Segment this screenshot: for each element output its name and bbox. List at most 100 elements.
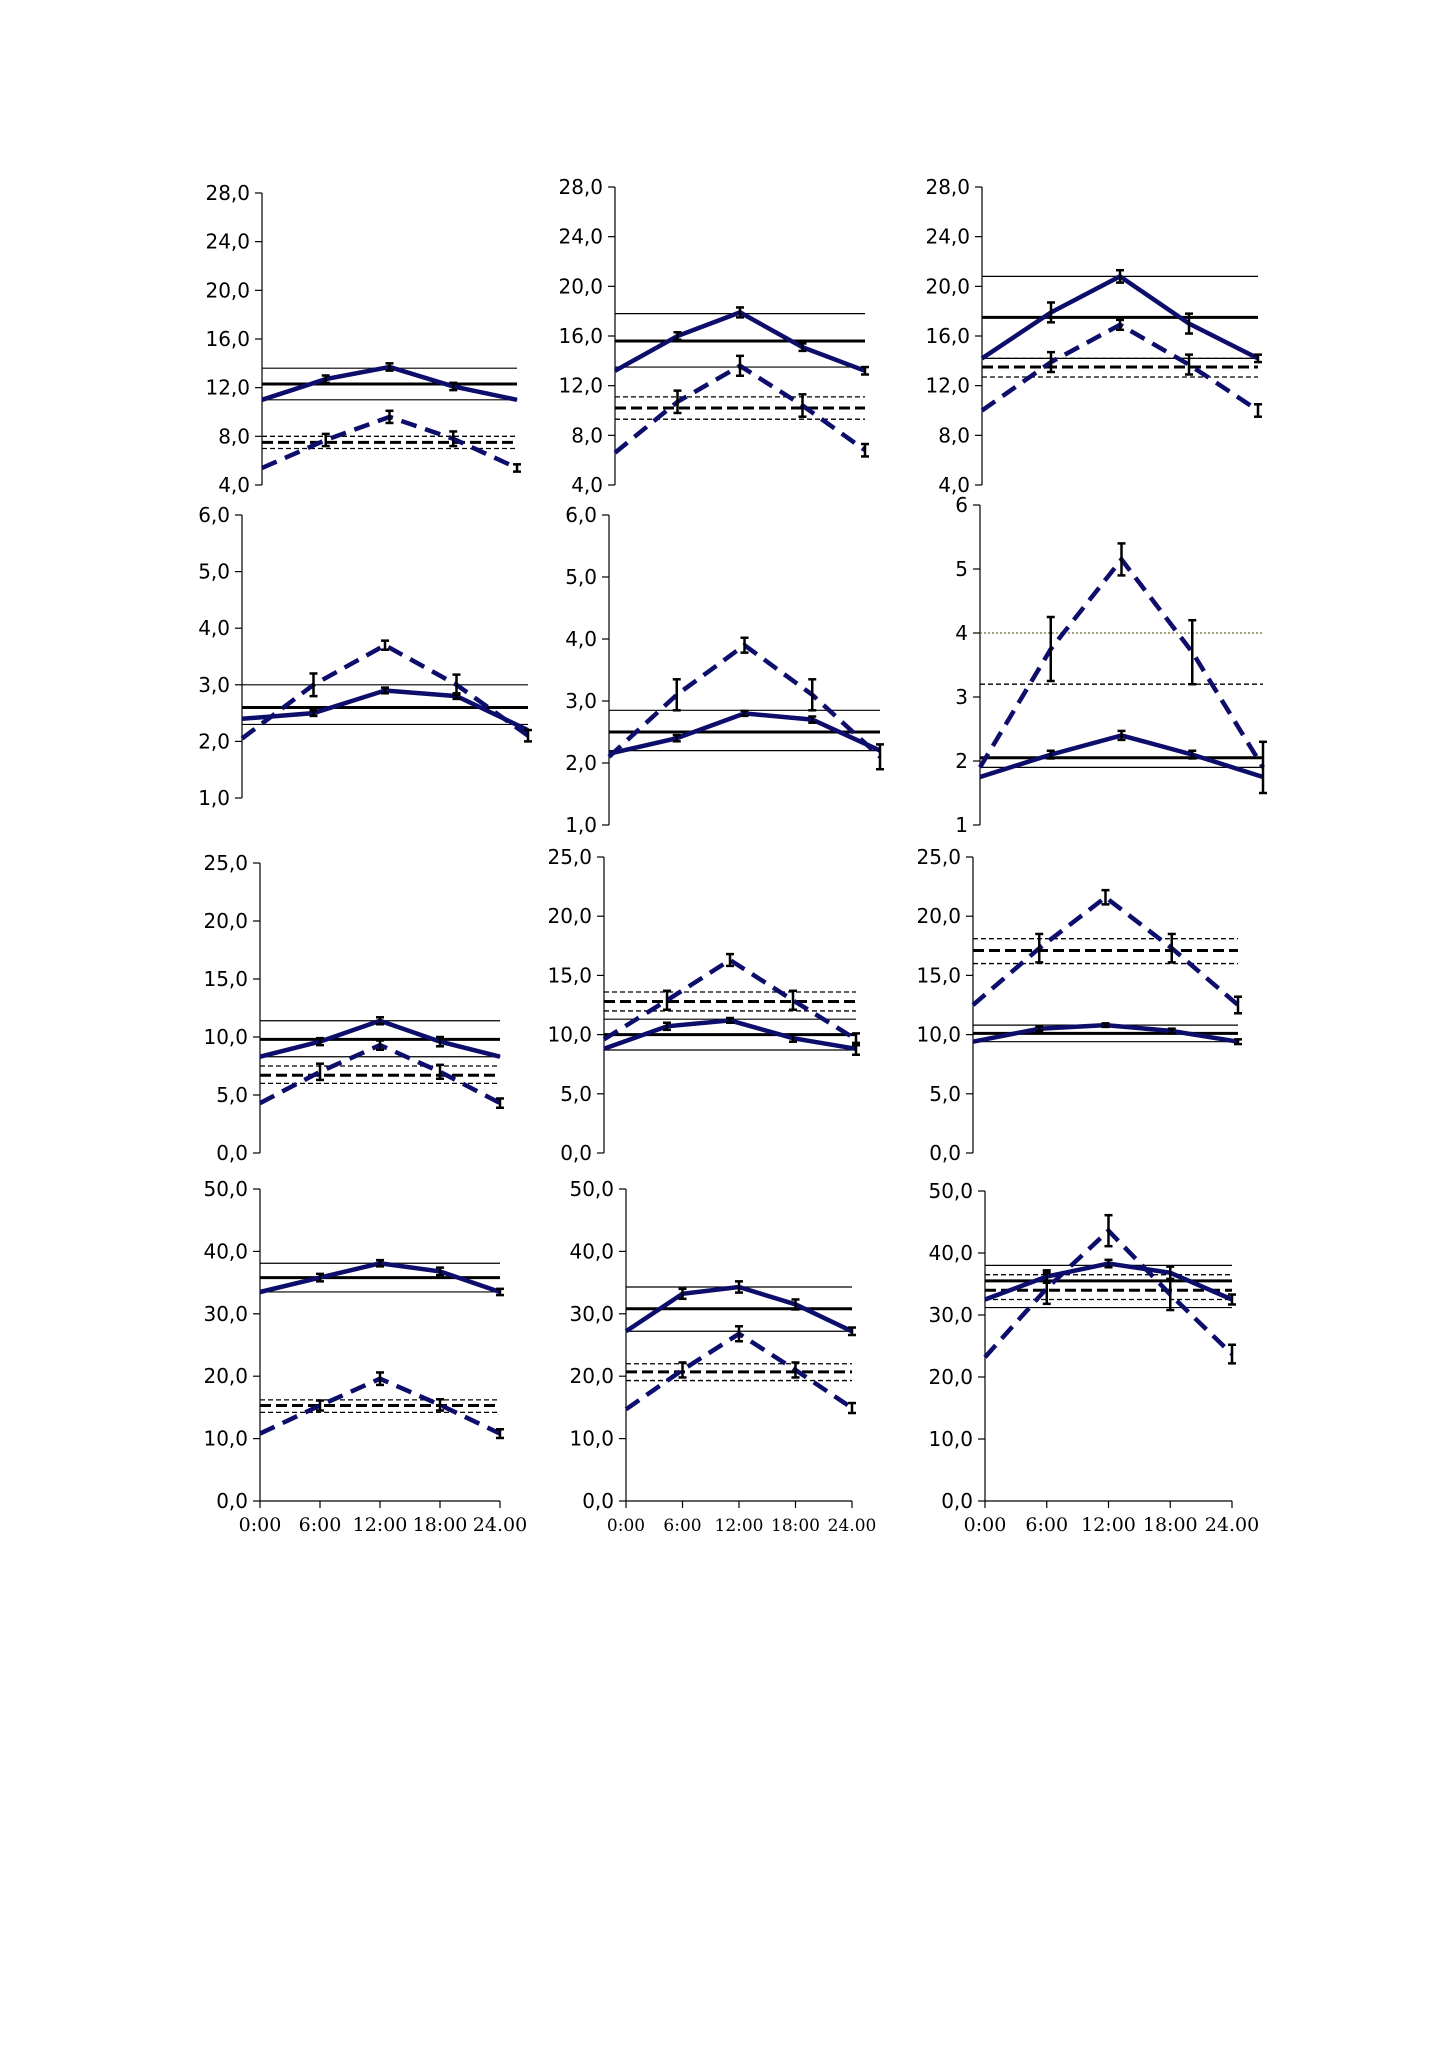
y-tick-label: 10,0 [569,1427,614,1451]
y-tick-label: 20,0 [928,1365,973,1389]
data-point [972,1041,974,1043]
chart-panel-r3c2: 0,0 5,0 10,0 15,0 20,0 25,0 [547,845,860,1165]
y-tick-label: 50,0 [203,1177,248,1201]
series-line-dashed [971,894,1240,1007]
x-tick-label: 6:00 [299,1514,342,1536]
y-tick-label: 8,0 [571,423,603,447]
y-tick-label: 6 [955,493,968,517]
y-tick-label: 15,0 [916,963,961,987]
y-tick-label: 28,0 [558,175,603,199]
y-tick-label: 5 [955,557,968,581]
data-point [259,1291,261,1293]
chart-panel-r2c2: 1,0 2,0 3,0 4,0 5,0 6,0 [565,503,884,837]
data-point [608,756,610,758]
data-point [984,1299,986,1300]
data-point [516,399,518,401]
chart-panel-r1c1: 4,0 8,0 12,0 16,0 20,0 24,0 28,0 [205,181,521,497]
y-tick-label: 4,0 [571,473,603,497]
data-point [625,1408,627,1410]
y-tick-label: 30,0 [569,1302,614,1326]
y-tick-label: 10,0 [928,1427,973,1451]
series-line-dashed [240,642,530,741]
chart-panel-r1c3: 4,0 8,0 12,0 16,0 20,0 24,0 28,0 [925,175,1262,497]
y-tick-label: 15,0 [203,967,248,991]
y-tick-label: 30,0 [203,1302,248,1326]
y-tick-label: 24,0 [205,230,250,254]
y-tick-label: 4,0 [938,473,970,497]
y-tick-label: 5,0 [560,1082,592,1106]
y-tick-label: 1 [955,813,968,837]
x-tick-label: 24.00 [1205,1514,1259,1536]
chart-panel-r4c2: 0,0 10,0 20,0 30,0 40,0 50,0 0:00 6:00 12:00 18:0… [569,1177,876,1536]
y-tick-label: 16,0 [925,324,970,348]
y-tick-label: 20,0 [925,274,970,298]
y-tick-label: 0,0 [929,1141,961,1165]
data-point [981,410,983,411]
x-tick-label: 6:00 [663,1516,701,1536]
x-tick-label: 24.00 [828,1516,877,1536]
y-tick-label: 2 [955,749,968,773]
x-tick-label: 12:00 [353,1514,408,1536]
y-tick-label: 25,0 [203,851,248,875]
data-point [261,399,263,401]
y-tick-label: 8,0 [938,423,970,447]
y-tick-label: 10,0 [547,1023,592,1047]
y-tick-label: 16,0 [558,324,603,348]
y-tick-label: 4 [955,621,968,645]
data-point [259,1102,261,1104]
y-tick-label: 5,0 [216,1083,248,1107]
series-line-solid [979,733,1264,780]
y-tick-label: 30,0 [928,1303,973,1327]
y-tick-label: 25,0 [916,845,961,869]
y-tick-label: 3,0 [565,689,597,713]
y-tick-label: 2,0 [198,729,230,753]
y-tick-label: 40,0 [569,1239,614,1263]
data-point [241,718,243,720]
y-tick-label: 0,0 [216,1489,248,1513]
x-tick-label: 12:00 [1081,1514,1136,1536]
y-tick-label: 6,0 [198,503,230,527]
chart-panel-r3c3: 0,0 5,0 10,0 15,0 20,0 25,0 [916,845,1242,1165]
y-tick-label: 20,0 [916,904,961,928]
chart-panel-r2c3: 1 2 3 4 5 6 [955,493,1267,837]
y-tick-label: 8,0 [218,424,250,448]
y-tick-label: 4,0 [218,473,250,497]
y-tick-label: 20,0 [569,1364,614,1388]
data-point [979,776,981,778]
y-tick-label: 15,0 [547,963,592,987]
y-tick-label: 28,0 [925,175,970,199]
y-tick-label: 6,0 [565,503,597,527]
data-point [625,1330,627,1332]
data-point [984,1356,986,1358]
y-tick-label: 3,0 [198,673,230,697]
y-tick-label: 25,0 [547,845,592,869]
data-point [981,357,983,359]
chart-panel-r4c3: 0,0 10,0 20,0 30,0 40,0 50,0 0:00 6:00 12:00 18:0… [928,1179,1259,1536]
y-tick-label: 10,0 [203,1427,248,1451]
y-tick-label: 20,0 [558,274,603,298]
y-tick-label: 5,0 [565,565,597,589]
y-tick-label: 50,0 [569,1177,614,1201]
chart-panel-r3c1: 0,0 5,0 10,0 15,0 20,0 25,0 [203,851,504,1165]
x-tick-label: 0:00 [607,1516,645,1536]
x-tick-label: 18:00 [1143,1514,1198,1536]
y-tick-label: 3 [955,685,968,709]
data-point [259,1433,261,1435]
y-tick-label: 12,0 [925,374,970,398]
data-point [259,1056,261,1058]
y-tick-label: 0,0 [216,1141,248,1165]
x-tick-label: 18:00 [413,1514,468,1536]
y-tick-label: 2,0 [565,751,597,775]
y-tick-label: 1,0 [565,813,597,837]
chart-panel-r2c1: 1,0 2,0 3,0 4,0 5,0 6,0 [198,503,532,810]
y-tick-label: 0,0 [941,1489,973,1513]
data-point [608,753,610,755]
y-tick-label: 1,0 [198,786,230,810]
y-tick-label: 5,0 [198,560,230,584]
series-line-dashed [607,642,882,759]
data-point [614,370,616,372]
data-point [972,1004,974,1006]
y-tick-label: 4,0 [565,627,597,651]
y-tick-label: 16,0 [205,327,250,351]
